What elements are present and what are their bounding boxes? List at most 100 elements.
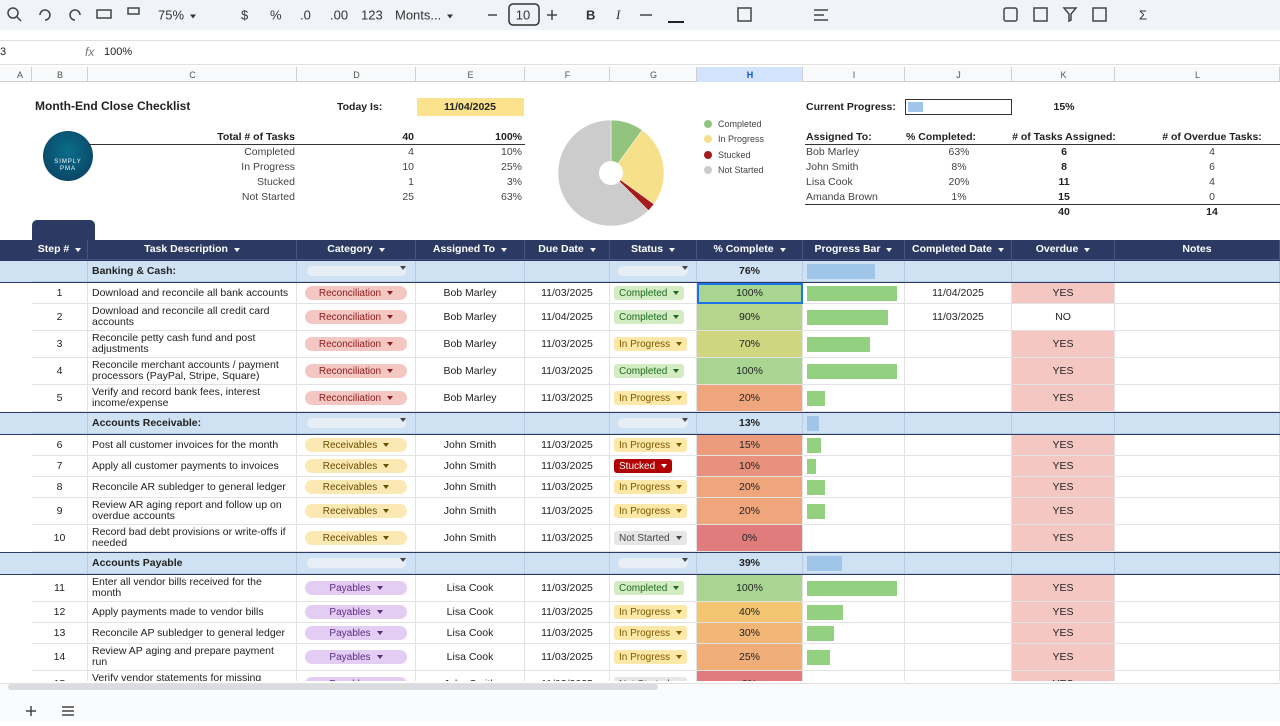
status-chip[interactable]: Completed [614,286,685,300]
category-chip[interactable]: Reconciliation [305,364,407,378]
cell [803,261,905,282]
column-header[interactable] [88,67,297,82]
category-chip[interactable]: Payables [305,581,407,595]
category-chip[interactable]: Payables [305,677,407,681]
toolbar-percent[interactable]: % [270,7,282,23]
legend-dot [704,150,712,159]
category-cell: Receivables [297,477,416,498]
due-date: 11/03/2025 [525,331,610,358]
step-number: 12 [32,602,88,623]
toolbar-currency[interactable]: $ [241,7,249,23]
status-chip[interactable]: In Progress [614,391,688,405]
column-header[interactable] [416,67,525,82]
task-description: Reconcile merchant accounts / payment pr… [88,358,297,385]
status-chip[interactable]: Completed [614,310,685,324]
assignee-tasks: 8 [1061,161,1067,173]
toolbar-font[interactable]: Monts... [395,8,453,23]
percent-complete: 30% [697,623,803,644]
empty-dropdown[interactable] [617,266,689,276]
status-chip[interactable]: Not Started [614,531,687,545]
search-icon[interactable] [7,7,19,19]
step-number: 9 [32,498,88,525]
legend-label: Stucked [718,149,751,160]
cell [1115,261,1280,282]
column-title: Step # [32,240,88,260]
category-chip[interactable]: Payables [305,605,407,619]
empty-dropdown[interactable] [306,558,406,568]
category-chip[interactable]: Receivables [305,531,407,545]
empty-dropdown[interactable] [306,418,406,428]
status-chip[interactable]: In Progress [614,480,688,494]
status-chip[interactable]: In Progress [614,605,688,619]
status-chip[interactable]: In Progress [614,337,688,351]
empty-dropdown[interactable] [306,266,406,276]
toolbar-font-size[interactable]: 10 [515,7,531,23]
stats-header: Total # of Tasks [217,131,295,143]
progress-bar [807,479,825,495]
category-chip[interactable]: Reconciliation [305,337,407,351]
toolbar-zoom[interactable]: 75% [158,8,196,23]
sheet-title: Month-End Close Checklist [35,99,191,113]
column-letter: H [746,70,754,80]
column-letter: J [956,70,961,80]
column-header[interactable] [525,67,610,82]
assigned-to: Bob Marley [416,385,525,412]
category-chip[interactable]: Reconciliation [305,310,407,324]
empty-dropdown[interactable] [617,558,689,568]
category-chip[interactable]: Receivables [305,504,407,518]
h-scrollbar[interactable] [8,684,658,690]
legend-dot [704,165,712,174]
status-chip[interactable]: In Progress [614,626,688,640]
category-chip[interactable]: Reconciliation [305,391,407,405]
toolbar-italic[interactable]: I [616,7,621,22]
notes [1115,498,1280,525]
column-header[interactable] [297,67,416,82]
status-chip[interactable]: In Progress [614,650,688,664]
category-chip[interactable]: Receivables [305,480,407,494]
toolbar-decrease-decimal[interactable]: .0 [300,7,311,23]
paint-format-icon[interactable] [127,7,140,15]
comment-icon[interactable] [1003,7,1018,22]
section-progress-bar [807,555,843,571]
status-chip[interactable]: Stucked [614,459,673,473]
category-chip[interactable]: Receivables [305,459,407,473]
borders-icon[interactable] [737,7,752,22]
column-header[interactable] [905,67,1012,82]
column-header[interactable] [8,67,32,82]
chart-icon[interactable] [1033,7,1048,22]
category-chip[interactable]: Payables [305,626,407,640]
toolbar-number-format[interactable]: 123 [361,7,383,23]
status-chip[interactable]: In Progress [614,504,688,518]
column-header[interactable] [803,67,905,82]
table-tab[interactable] [32,220,95,240]
column-header[interactable] [610,67,697,82]
column-header[interactable] [697,67,803,82]
row-gutter [0,331,32,358]
category-chip[interactable]: Receivables [305,438,407,452]
status-chip[interactable]: Completed [614,581,685,595]
filter-icon[interactable] [1062,7,1078,23]
notes [1115,575,1280,602]
print-icon[interactable] [96,9,112,19]
status-chip[interactable]: Completed [614,364,685,378]
category-chip[interactable]: Reconciliation [305,286,407,300]
row-gutter [0,623,32,644]
column-header[interactable] [1012,67,1115,82]
assignee-completed: 8% [951,161,967,173]
toolbar-increase-decimal[interactable]: .00 [330,7,349,23]
table-icon[interactable] [1092,7,1107,22]
undo-icon[interactable] [39,9,51,21]
status-chip[interactable]: Not Started [614,677,687,681]
empty-dropdown[interactable] [617,418,689,428]
toolbar-functions[interactable]: Σ [1139,7,1148,23]
legend-dot [704,135,712,144]
status-chip[interactable]: In Progress [614,438,688,452]
column-header[interactable] [32,67,88,82]
category-chip[interactable]: Payables [305,650,407,664]
step-number: 7 [32,456,88,477]
cell [1012,413,1115,434]
redo-icon[interactable] [69,9,81,21]
status-cell: Completed [610,358,697,385]
toolbar-bold[interactable]: B [586,7,596,23]
stats-count: 4 [408,146,414,158]
